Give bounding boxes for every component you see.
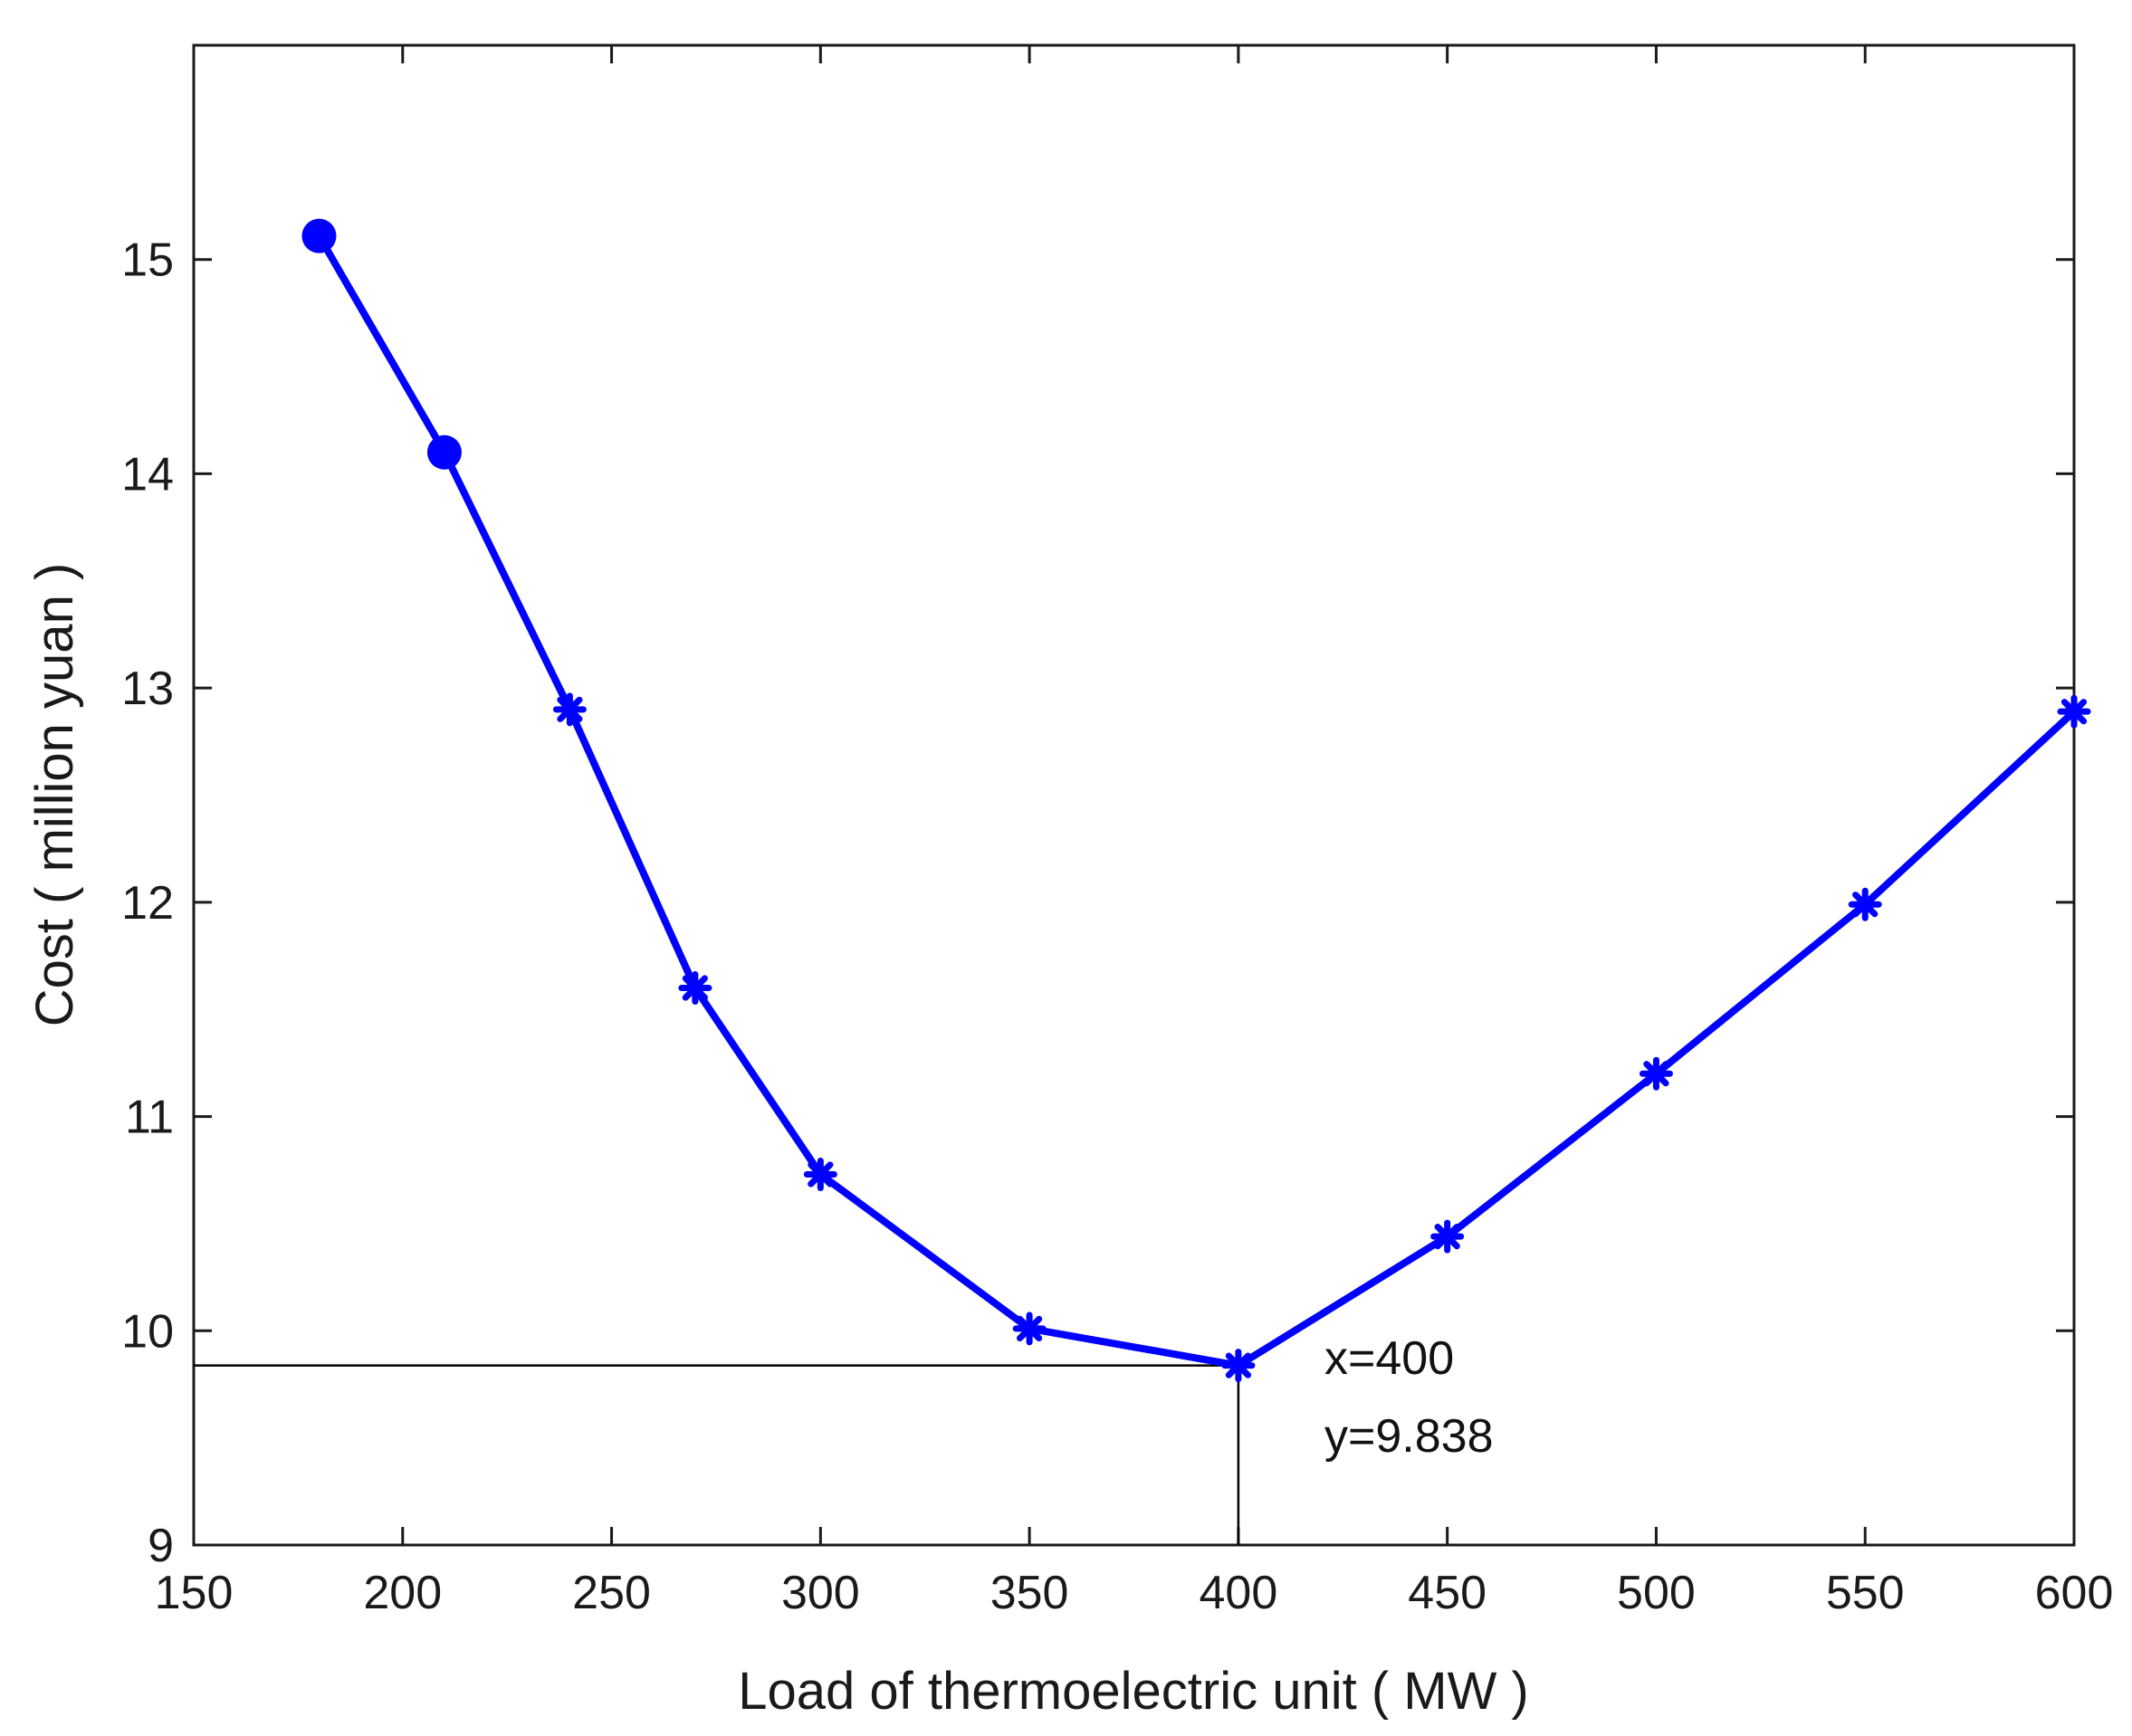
data-point-asterisk <box>1848 887 1882 921</box>
data-point-asterisk <box>1639 1056 1673 1091</box>
x-tick-label: 500 <box>1617 1567 1696 1619</box>
x-tick-label: 550 <box>1826 1567 1905 1619</box>
plot-area-frame <box>192 43 2076 1547</box>
data-point-circle <box>426 434 462 470</box>
asterisk-stroke <box>1225 1352 1251 1378</box>
annotation-y-text: y=9.838 <box>1324 1410 1494 1463</box>
y-tick-label: 10 <box>121 1305 174 1358</box>
data-tip-guide-lines <box>194 1364 1240 1545</box>
y-tick-label: 13 <box>121 663 174 715</box>
data-point-asterisk <box>1430 1219 1465 1254</box>
asterisk-stroke <box>682 975 708 1001</box>
y-tick-label: 15 <box>121 234 174 287</box>
cost-series-markers <box>301 218 2091 1383</box>
annotation-x-text: x=400 <box>1324 1332 1454 1385</box>
y-axis-title: Cost ( million yuan ) <box>25 563 84 1026</box>
x-tick-label: 600 <box>2035 1567 2114 1619</box>
asterisk-stroke <box>2060 699 2088 725</box>
x-axis-title: Load of thermoelectric unit ( MW ) <box>738 1662 1529 1721</box>
asterisk-stroke <box>1852 892 1879 918</box>
y-tick-label: 11 <box>125 1092 174 1144</box>
x-tick-label: 250 <box>572 1567 651 1619</box>
data-point-asterisk <box>803 1157 837 1191</box>
asterisk-stroke <box>808 1161 834 1188</box>
asterisk-stroke <box>1643 1061 1669 1087</box>
y-axis-ticks: 9 10 11 12 13 14 15 <box>121 234 2074 1572</box>
data-point-asterisk <box>2057 694 2091 729</box>
data-point-circle <box>301 218 337 253</box>
data-point-asterisk <box>1012 1312 1047 1346</box>
asterisk-stroke <box>557 696 583 722</box>
x-tick-label: 350 <box>990 1567 1069 1619</box>
x-axis-ticks: 150 200 250 300 350 400 450 500 550 600 <box>155 45 2114 1619</box>
y-tick-label: 14 <box>121 448 174 501</box>
x-tick-label: 400 <box>1200 1567 1278 1619</box>
asterisk-stroke <box>1017 1315 1043 1342</box>
data-point-asterisk <box>552 692 587 727</box>
x-tick-label: 150 <box>155 1567 234 1619</box>
y-tick-label: 9 <box>148 1520 174 1572</box>
y-tick-label: 12 <box>121 877 174 930</box>
x-tick-label: 200 <box>363 1567 442 1619</box>
data-point-asterisk <box>1221 1349 1256 1383</box>
data-point-asterisk <box>678 971 712 1006</box>
x-tick-label: 300 <box>781 1567 860 1619</box>
asterisk-stroke <box>1434 1224 1460 1250</box>
x-tick-label: 450 <box>1408 1567 1487 1619</box>
